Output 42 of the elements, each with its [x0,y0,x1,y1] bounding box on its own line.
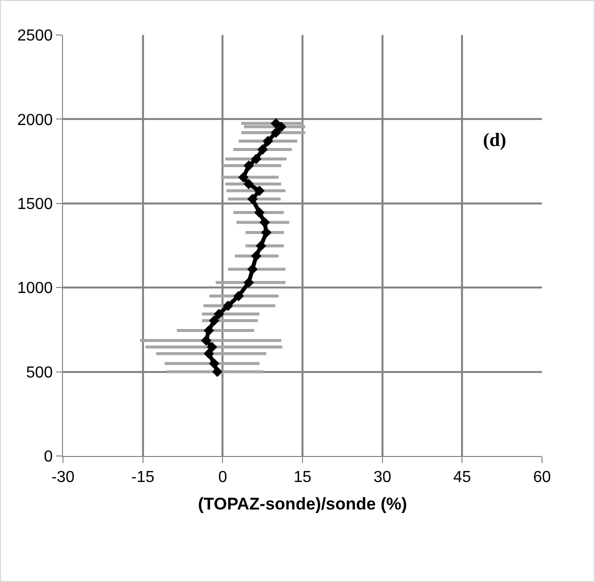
point [254,207,265,218]
point [208,315,220,326]
point [254,186,265,196]
point [260,217,270,228]
point [247,264,258,274]
point [200,335,212,346]
y-tick-label: 2000 [17,112,53,129]
point [214,308,224,320]
point [204,325,214,336]
point [251,154,262,164]
x-tick-label: 15 [294,469,312,486]
y-tick-label: 500 [26,364,53,382]
point [238,172,249,182]
point [270,127,282,138]
y-tick-label: 2500 [17,28,53,45]
x-tick-label: 30 [373,469,392,486]
point [257,144,268,155]
point [244,178,254,190]
x-tick-label: 60 [533,469,551,486]
x-tick-label: -30 [51,469,75,486]
x-axis-title: (TOPAZ-sonde)/sonde (%) [198,494,408,514]
point [270,118,282,129]
point [212,366,223,377]
x-tick-label: 0 [218,469,228,486]
x-tick-label: -15 [131,469,154,486]
annotation: (d) [483,130,506,151]
point [204,348,214,359]
point [256,240,266,252]
point [222,300,234,311]
y-tick-label: 0 [44,448,53,466]
point [244,277,254,288]
point [206,342,218,352]
point [208,358,220,369]
x-tick-label: 45 [453,469,472,486]
point [251,250,262,262]
y-tick-label: 1500 [17,196,53,213]
point [262,136,274,146]
point [233,290,244,302]
point [261,227,272,238]
y-tick-label: 1000 [17,280,53,298]
point [244,160,254,171]
point [247,194,258,204]
